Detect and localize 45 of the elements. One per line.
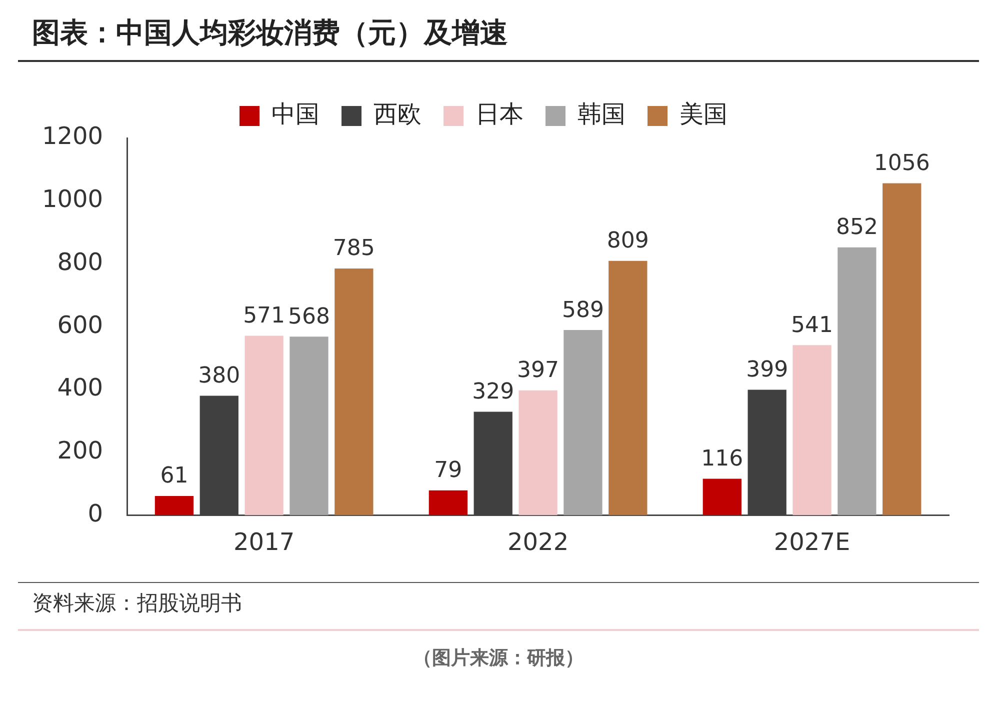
x-tick-label: 2027E xyxy=(774,528,850,556)
y-tick-label: 600 xyxy=(57,310,104,339)
bar xyxy=(838,247,876,516)
data-label: 399 xyxy=(746,358,788,382)
data-label: 397 xyxy=(517,358,560,384)
data-label: 61 xyxy=(160,464,188,489)
data-label: 571 xyxy=(243,303,286,328)
legend-label: 美国 xyxy=(680,100,728,128)
data-label: 116 xyxy=(701,446,744,472)
y-tick-label: 1000 xyxy=(42,185,104,214)
data-label: 79 xyxy=(434,458,462,484)
data-label: 589 xyxy=(562,298,604,323)
data-label: 852 xyxy=(836,215,878,240)
bar xyxy=(154,496,194,516)
data-label: 329 xyxy=(472,380,514,405)
legend-label: 中国 xyxy=(272,100,320,128)
x-tick-label: 2017 xyxy=(234,528,295,556)
bar xyxy=(608,260,648,516)
bar xyxy=(702,478,742,516)
y-tick-label: 400 xyxy=(57,374,104,402)
text: （图片来源：研报） xyxy=(412,646,585,671)
y-tick-label: 200 xyxy=(57,436,104,465)
y-tick-label: 800 xyxy=(57,248,104,276)
bar xyxy=(792,345,832,516)
data-label: 809 xyxy=(606,228,649,254)
bar xyxy=(518,390,558,516)
data-label: 785 xyxy=(332,236,375,262)
bar xyxy=(882,183,922,516)
chart-title: 图表：中国人均彩妆消费（元）及增速 xyxy=(18,8,979,62)
data-label: 568 xyxy=(288,304,330,330)
legend-label: 西欧 xyxy=(374,100,422,128)
bar xyxy=(244,336,284,516)
bar xyxy=(290,336,328,516)
x-tick-label: 2022 xyxy=(508,528,569,556)
data-label: 380 xyxy=(198,363,240,388)
legend-label: 韩国 xyxy=(578,100,626,128)
bar xyxy=(428,490,468,516)
data-label: 541 xyxy=(791,312,834,338)
text: 资料来源：招股说明书 xyxy=(18,582,979,631)
bar xyxy=(564,330,602,516)
data-label: 1056 xyxy=(874,150,930,176)
y-tick-label: 1200 xyxy=(42,122,104,150)
y-tick-label: 0 xyxy=(88,499,104,528)
legend-label: 日本 xyxy=(476,100,524,128)
bar xyxy=(334,268,374,516)
